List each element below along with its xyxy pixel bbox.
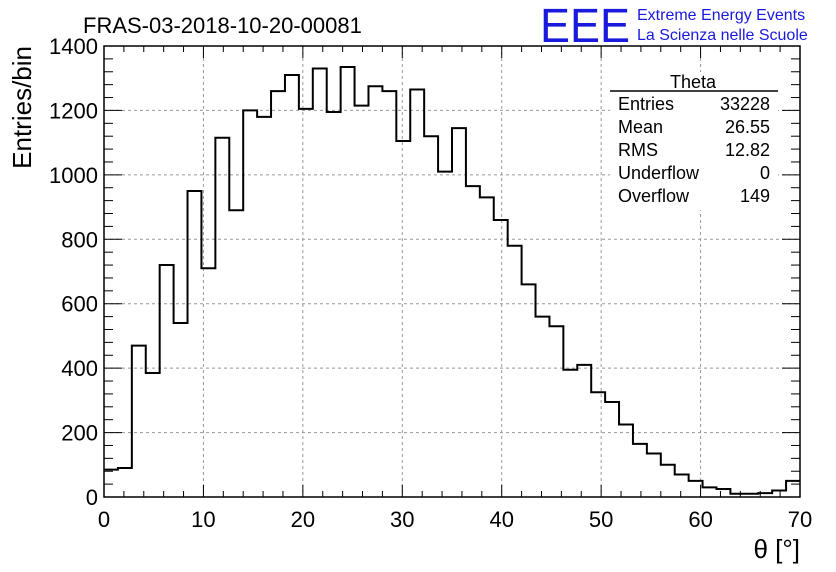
stat-value-mean: 26.55	[725, 117, 770, 137]
y-tick-label-800: 800	[61, 227, 98, 252]
y-tick-label-1000: 1000	[49, 163, 98, 188]
stat-label-overflow: Overflow	[618, 186, 690, 206]
x-tick-label-10: 10	[191, 507, 215, 532]
stat-value-rms: 12.82	[725, 140, 770, 160]
stat-value-overflow: 149	[740, 186, 770, 206]
stat-label-mean: Mean	[618, 117, 663, 137]
stats-box: Theta Entries 33228 Mean 26.55 RMS 12.82…	[610, 72, 778, 210]
stats-box-title: Theta	[670, 72, 717, 92]
x-tick-label-60: 60	[688, 507, 712, 532]
x-tick-label-70: 70	[788, 507, 812, 532]
stat-value-underflow: 0	[760, 163, 770, 183]
chart-title: FRAS-03-2018-10-20-00081	[83, 13, 362, 38]
x-tick-label-40: 40	[489, 507, 513, 532]
y-axis-label: Entries/bin	[7, 46, 37, 169]
x-tick-label-30: 30	[390, 507, 414, 532]
y-tick-label-0: 0	[86, 485, 98, 510]
eee-logo: EEE	[540, 0, 630, 53]
y-tick-label-1200: 1200	[49, 98, 98, 123]
x-tick-label-0: 0	[98, 507, 110, 532]
axis-ticks	[103, 45, 801, 498]
y-tick-label-200: 200	[61, 421, 98, 446]
stat-label-underflow: Underflow	[618, 163, 700, 183]
y-tick-label-600: 600	[61, 292, 98, 317]
stat-value-entries: 33228	[720, 94, 770, 114]
x-tick-labels: 0 10 20 30 40 50 60 70	[98, 507, 812, 532]
brand-line-2: La Scienza nelle Scuole	[637, 27, 808, 44]
x-axis-label: θ [°]	[753, 534, 800, 564]
stat-label-rms: RMS	[618, 140, 658, 160]
grid-lines	[104, 46, 800, 497]
y-tick-label-1400: 1400	[49, 34, 98, 59]
y-tick-label-400: 400	[61, 356, 98, 381]
y-tick-labels: 0 200 400 600 800 1000 1200 1400	[49, 34, 98, 510]
stat-label-entries: Entries	[618, 94, 674, 114]
plot-frame	[103, 45, 801, 498]
stats-box-background	[610, 72, 778, 210]
histogram-step-line	[104, 65, 800, 495]
x-tick-label-20: 20	[291, 507, 315, 532]
x-tick-label-50: 50	[589, 507, 613, 532]
brand-line-1: Extreme Energy Events	[637, 7, 805, 24]
